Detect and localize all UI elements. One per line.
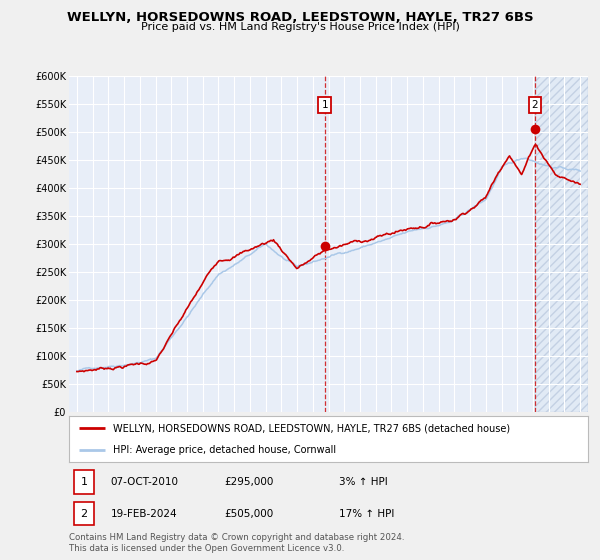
Text: 17% ↑ HPI: 17% ↑ HPI xyxy=(339,508,394,519)
Text: WELLYN, HORSEDOWNS ROAD, LEEDSTOWN, HAYLE, TR27 6BS (detached house): WELLYN, HORSEDOWNS ROAD, LEEDSTOWN, HAYL… xyxy=(113,423,510,433)
Text: 2: 2 xyxy=(532,100,538,110)
FancyBboxPatch shape xyxy=(74,502,94,525)
Text: 3% ↑ HPI: 3% ↑ HPI xyxy=(339,477,388,487)
Text: £295,000: £295,000 xyxy=(224,477,274,487)
Text: 07-OCT-2010: 07-OCT-2010 xyxy=(110,477,179,487)
Text: Price paid vs. HM Land Registry's House Price Index (HPI): Price paid vs. HM Land Registry's House … xyxy=(140,22,460,32)
Text: Contains HM Land Registry data © Crown copyright and database right 2024.
This d: Contains HM Land Registry data © Crown c… xyxy=(69,533,404,553)
Text: 1: 1 xyxy=(80,477,88,487)
Text: HPI: Average price, detached house, Cornwall: HPI: Average price, detached house, Corn… xyxy=(113,445,336,455)
Text: WELLYN, HORSEDOWNS ROAD, LEEDSTOWN, HAYLE, TR27 6BS: WELLYN, HORSEDOWNS ROAD, LEEDSTOWN, HAYL… xyxy=(67,11,533,24)
FancyBboxPatch shape xyxy=(74,470,94,494)
Text: 19-FEB-2024: 19-FEB-2024 xyxy=(110,508,177,519)
Text: 2: 2 xyxy=(80,508,88,519)
Bar xyxy=(535,76,588,412)
Text: 1: 1 xyxy=(322,100,328,110)
Text: £505,000: £505,000 xyxy=(224,508,274,519)
